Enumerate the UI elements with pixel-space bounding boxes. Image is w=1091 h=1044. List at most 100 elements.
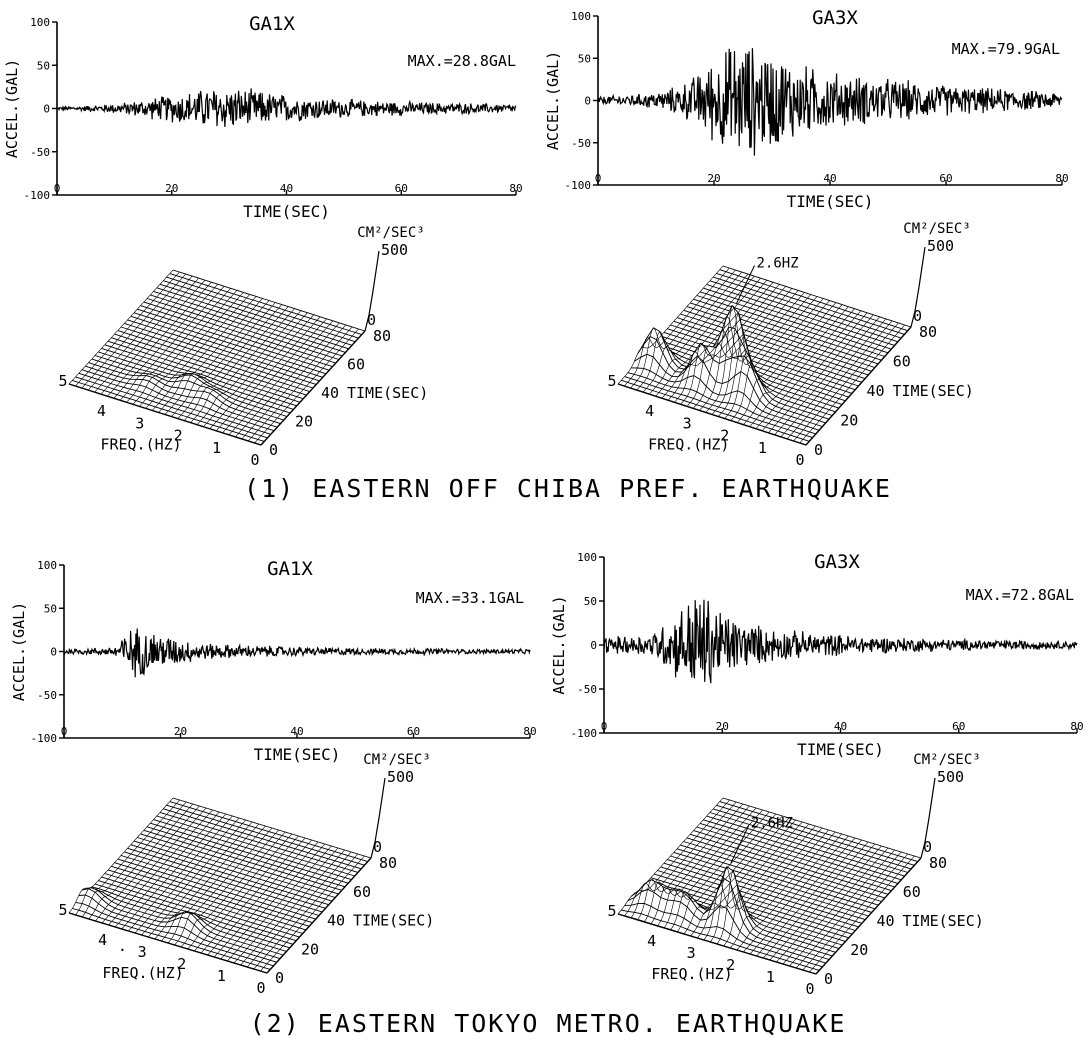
freq-grid-line xyxy=(692,290,799,409)
freq-axis-line xyxy=(68,383,262,446)
freq-tick-label: 1 xyxy=(217,967,226,985)
time-axis-label: TIME(SEC) xyxy=(353,912,434,930)
peak-annotation: 2.6HZ xyxy=(751,815,793,831)
freq-grid-line xyxy=(617,265,724,385)
freq-tick-label: 0 xyxy=(795,451,804,469)
time-axis-line xyxy=(266,857,372,974)
time-tick-label: 0 xyxy=(269,441,278,459)
freq-grid-line xyxy=(736,304,843,423)
z-unit-label: CM²/SEC³ xyxy=(363,752,430,768)
freq-grid-line xyxy=(736,833,843,951)
y-tick-label: 50 xyxy=(44,602,57,615)
freq-grid-line xyxy=(705,294,811,413)
freq-grid-line xyxy=(107,282,212,397)
z-tick-label: 0 xyxy=(913,307,922,325)
y-tick-label: 100 xyxy=(37,559,57,572)
freq-axis-line xyxy=(617,913,817,975)
freq-grid-line xyxy=(88,803,194,920)
time-tick-label: 60 xyxy=(347,356,365,374)
x-tick-label: 20 xyxy=(716,720,729,733)
freq-tick-label: 4 xyxy=(98,931,107,949)
time-tick-label: 40 xyxy=(867,382,885,400)
freq-grid-line xyxy=(802,853,909,971)
freq-grid-line xyxy=(786,320,893,440)
freq-grid-line xyxy=(636,271,743,391)
x-tick-label: 0 xyxy=(601,720,608,733)
acceleration-trace xyxy=(56,88,517,128)
surface-fill xyxy=(634,354,823,428)
x-axis-label: TIME(SEC) xyxy=(787,192,874,211)
y-tick-label: -50 xyxy=(37,689,57,702)
freq-grid-line xyxy=(68,797,174,913)
freq-grid-line xyxy=(233,847,339,964)
freq-grid-line xyxy=(68,269,174,385)
surface-fill xyxy=(75,902,274,967)
freq-grid-line xyxy=(213,841,319,958)
freq-grid-line xyxy=(161,825,266,942)
y-tick-label: 100 xyxy=(30,16,50,29)
freq-grid-line xyxy=(158,298,263,413)
y-tick-label: 0 xyxy=(590,639,597,652)
x-axis-label: TIME(SEC) xyxy=(254,745,341,764)
freq-grid-line xyxy=(774,316,880,435)
freq-grid-line xyxy=(207,839,312,956)
freq-grid-line xyxy=(789,849,895,967)
freq-tick-label: 2 xyxy=(720,427,729,445)
freq-grid-line xyxy=(101,807,207,924)
x-tick-label: 20 xyxy=(174,725,187,738)
freq-grid-line xyxy=(151,296,257,411)
y-tick-label: -100 xyxy=(31,732,58,745)
z-tick-label: 0 xyxy=(373,838,382,856)
acceleration-trace xyxy=(597,48,1063,156)
max-annotation: MAX.=79.9GAL xyxy=(952,40,1060,58)
time-tick-label: 0 xyxy=(824,970,833,988)
time-tick-label: 20 xyxy=(850,941,868,959)
freq-grid-line xyxy=(711,296,818,415)
surface-fill xyxy=(621,910,820,972)
freq-grid-line xyxy=(254,328,359,444)
freq-grid-line xyxy=(795,851,902,969)
z-unit-label: CM²/SEC³ xyxy=(903,221,970,237)
freq-grid-line xyxy=(624,267,730,387)
time-tick-label: 60 xyxy=(903,883,921,901)
x-tick-label: 0 xyxy=(595,172,602,185)
freq-axis-label: FREQ.(HZ) xyxy=(648,436,729,454)
freq-grid-line xyxy=(718,298,824,417)
freq-grid-line xyxy=(710,825,816,942)
freq-tick-label: 5 xyxy=(58,372,67,390)
freq-axis-label: FREQ.(HZ) xyxy=(100,436,181,454)
freq-grid-line xyxy=(220,843,326,960)
freq-grid-line xyxy=(670,813,777,930)
z-axis-line xyxy=(920,777,936,859)
time-tick-label: 40 xyxy=(327,912,345,930)
freq-tick-label: 3 xyxy=(135,414,144,432)
time-tick-label: 0 xyxy=(275,969,284,987)
y-tick-label: -100 xyxy=(24,189,51,202)
freq-grid-line xyxy=(132,290,238,405)
z-max-label: 500 xyxy=(387,768,414,786)
time-tick-label: 80 xyxy=(379,854,397,872)
freq-tick-label: 4 xyxy=(645,402,654,420)
time-tick-label: 40 xyxy=(877,912,895,930)
time-tick-label: 0 xyxy=(814,441,823,459)
chart-title: GA1X xyxy=(267,558,313,580)
time-tick-label: 20 xyxy=(301,940,319,958)
freq-grid-line xyxy=(200,837,306,954)
freq-grid-line xyxy=(703,823,810,941)
freq-axis-line xyxy=(68,912,268,974)
spectrum-surface-4: 0500CM²/SEC³543210020406080FREQ.(HZ)TIME… xyxy=(607,752,983,998)
freq-grid-line xyxy=(617,797,724,915)
peak-leader-line xyxy=(730,825,750,864)
freq-grid-line xyxy=(81,801,187,917)
chart-title: GA1X xyxy=(249,13,295,35)
x-tick-label: 40 xyxy=(823,172,836,185)
freq-grid-line xyxy=(108,809,213,926)
freq-grid-line xyxy=(167,827,273,944)
freq-grid-line xyxy=(793,322,899,442)
acceleration-trace xyxy=(63,628,531,678)
freq-tick-label: . xyxy=(118,937,127,955)
acceleration-trace xyxy=(603,599,1078,684)
y-tick-label: 50 xyxy=(578,52,591,65)
